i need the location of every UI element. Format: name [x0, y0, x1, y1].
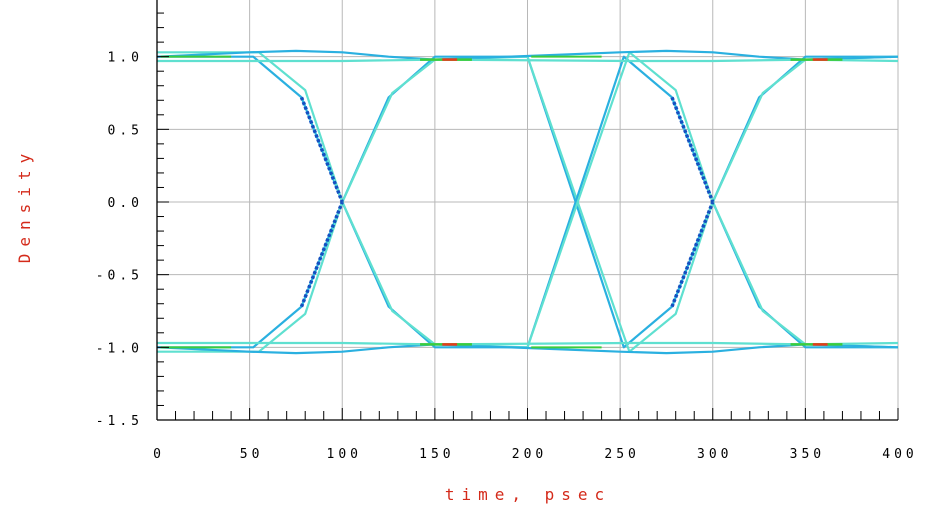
- trace-high-level-flat: [157, 58, 899, 63]
- trace-low-level-flat: [157, 341, 899, 346]
- density-accent-falling: [670, 96, 715, 203]
- x-tick-label: 400: [882, 447, 917, 462]
- y-tick-label: -0.5: [96, 269, 143, 284]
- x-tick-label: 0: [153, 447, 165, 462]
- tick-labels: 0501001502002503003504001.51.00.50.0-0.5…: [96, 51, 917, 462]
- eye-traces: [156, 49, 899, 355]
- y-tick-label: -1.0: [96, 341, 143, 356]
- y-axis-label: Density: [15, 147, 34, 263]
- density-accent-rising: [670, 201, 715, 308]
- y-tick-label: -1.5: [96, 414, 143, 429]
- y-tick-label: 0.0: [108, 196, 143, 211]
- y-tick-label: 1.0: [108, 51, 143, 66]
- trace-high-level-overshoot: [156, 49, 899, 61]
- x-tick-label: 250: [604, 447, 639, 462]
- x-tick-label: 150: [419, 447, 454, 462]
- density-accent-falling: [299, 96, 344, 203]
- x-tick-label: 350: [790, 447, 825, 462]
- trace-low-level-undershoot: [156, 343, 899, 355]
- x-tick-label: 100: [327, 447, 362, 462]
- grid-lines: [156, 0, 899, 421]
- x-tick-label: 300: [697, 447, 732, 462]
- density-accent-rising: [299, 201, 344, 308]
- x-tick-label: 200: [512, 447, 547, 462]
- y-tick-label: 0.5: [108, 123, 143, 138]
- x-tick-label: 50: [240, 447, 264, 462]
- x-axis-label: time, psec: [445, 485, 611, 504]
- axes: [156, 0, 899, 421]
